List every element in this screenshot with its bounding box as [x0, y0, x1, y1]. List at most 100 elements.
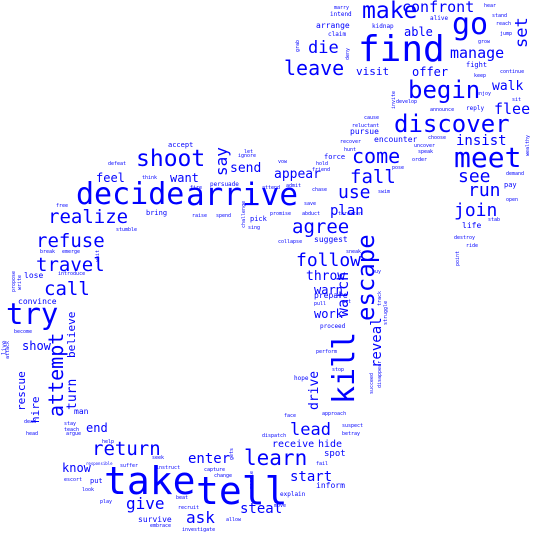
word-free: free	[56, 203, 69, 209]
word-leave: leave	[284, 56, 345, 80]
word-able: able	[404, 25, 433, 39]
word-flee: flee	[494, 100, 531, 118]
word-refuse: refuse	[36, 230, 105, 252]
word-confront: confront	[402, 0, 475, 16]
word-stop: stop	[332, 367, 345, 373]
word-break: break	[40, 249, 56, 255]
word-pose: pose	[392, 165, 405, 171]
word-threaten: threaten	[338, 211, 363, 217]
word-escape: escape	[352, 234, 380, 322]
word-recruit: recruit	[178, 505, 200, 511]
word-buy: buy	[372, 269, 382, 275]
word-write: write	[17, 274, 23, 290]
word-steal: steal	[240, 501, 283, 517]
word-reply: reply	[466, 105, 485, 112]
word-ride: ride	[466, 243, 479, 249]
word-dispatch: dispatch	[262, 433, 287, 439]
word-fire: fire	[190, 185, 203, 191]
word-prepare: prepare	[314, 291, 348, 300]
word-ignore: ignore	[238, 153, 257, 159]
word-uncover: uncover	[414, 143, 436, 149]
word-suspect: suspect	[342, 423, 364, 429]
word-order: order	[412, 157, 428, 163]
word-become: become	[14, 329, 33, 335]
word-try: try	[6, 297, 59, 331]
word-suffer: suffer	[120, 463, 139, 469]
word-argue: argue	[66, 431, 82, 437]
word-put: put	[90, 477, 103, 485]
word-turn: turn	[65, 378, 80, 411]
word-instruct: instruct	[156, 465, 181, 471]
word-convince: convince	[18, 297, 57, 306]
word-continue: continue	[500, 69, 525, 75]
word-claim: claim	[328, 31, 347, 38]
word-start: start	[290, 469, 333, 485]
word-vow: vow	[278, 159, 288, 165]
word-hear: hear	[484, 3, 497, 9]
word-man: man	[74, 407, 89, 416]
word-receive: receive	[272, 439, 315, 450]
word-work: work	[314, 307, 343, 321]
word-escort: escort	[64, 477, 83, 483]
word-fall: fall	[350, 166, 396, 188]
word-disappear: disappear	[377, 360, 383, 388]
word-inform: inform	[316, 481, 345, 490]
word-enjoy: enjoy	[476, 91, 492, 97]
word-show: show	[22, 339, 51, 353]
word-begin: begin	[408, 76, 481, 104]
word-realize: realize	[48, 206, 129, 228]
word-change: change	[214, 473, 233, 479]
word-reluctant: reluctant	[352, 123, 380, 129]
word-develop: develop	[396, 99, 418, 105]
word-hope: hope	[294, 375, 309, 382]
word-enter: enter	[188, 451, 231, 467]
word-manage: manage	[450, 44, 505, 62]
word-stab: stab	[488, 217, 501, 223]
word-live: live	[1, 340, 8, 355]
word-move: move	[274, 503, 287, 509]
word-dead: dead	[24, 419, 37, 425]
word-embrace: embrace	[150, 523, 172, 529]
word-accept: accept	[168, 141, 194, 149]
word-allow: allow	[226, 517, 242, 523]
word-capture: capture	[204, 467, 226, 473]
word-struggle: struggle	[383, 300, 389, 325]
word-investigate: investigate	[182, 527, 216, 533]
word-insist: insist	[456, 133, 507, 149]
word-persuade: persuade	[210, 181, 239, 188]
word-teach: teach	[64, 427, 80, 433]
word-proceed: proceed	[320, 323, 346, 330]
word-hunt: hunt	[344, 147, 357, 153]
word-ask: ask	[186, 508, 215, 527]
word-reach: reach	[496, 21, 512, 27]
word-learn: learn	[244, 446, 308, 470]
word-survive: survive	[138, 515, 172, 524]
word-speak: speak	[418, 149, 434, 155]
word-alive: alive	[430, 15, 449, 22]
word-discover: discover	[394, 110, 510, 138]
word-grow: grow	[478, 39, 491, 45]
word-admit: admit	[286, 183, 302, 189]
word-fail: fail	[316, 461, 329, 467]
word-return: return	[92, 438, 161, 460]
word-chase: chase	[312, 187, 328, 193]
word-open: open	[506, 197, 519, 203]
word-let: let	[244, 149, 254, 155]
word-travel: travel	[36, 254, 105, 276]
word-know: know	[62, 461, 91, 475]
word-shoot: shoot	[136, 146, 206, 172]
word-intend: intend	[330, 11, 352, 18]
word-rescue: rescue	[15, 371, 28, 411]
word-pick: pick	[250, 215, 267, 223]
word-swim: swim	[378, 189, 391, 195]
word-marrie: marrie	[249, 470, 255, 489]
word-betray: betray	[342, 431, 361, 437]
word-recover: recover	[340, 139, 362, 145]
word-help: help	[102, 439, 115, 445]
word-agree: agree	[292, 216, 350, 238]
word-run: run	[468, 180, 501, 201]
word-suggest: suggest	[314, 235, 348, 244]
word-sit: sit	[512, 97, 522, 103]
word-demand: demand	[506, 171, 525, 177]
word-arrive: arrive	[186, 177, 298, 213]
